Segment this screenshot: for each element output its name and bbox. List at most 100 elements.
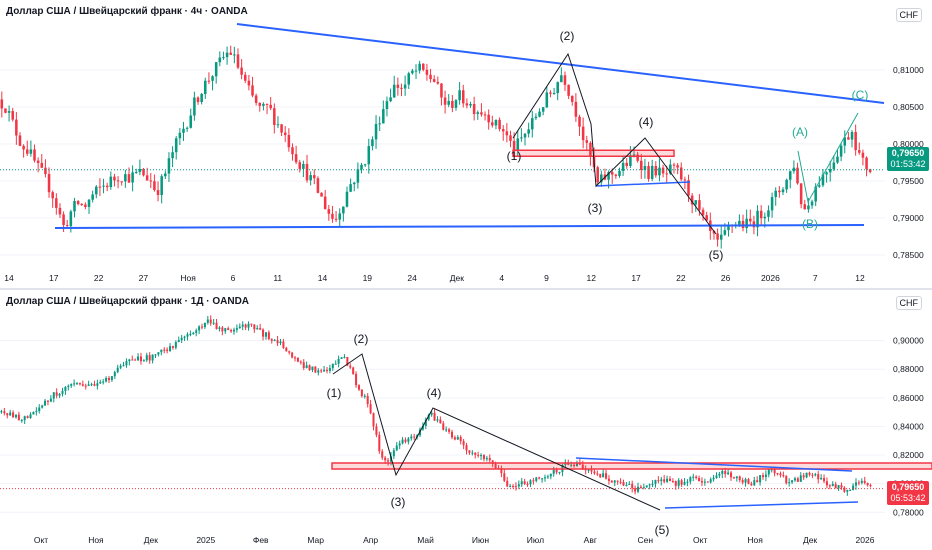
chart-4h-candle-body: [254, 95, 258, 103]
chart-4h-last-price: 0,79650: [891, 148, 925, 158]
chart-1d-candle-body: [671, 481, 674, 483]
chart-1d-candle-body: [439, 419, 442, 424]
chart-1d-candle-body: [323, 369, 326, 372]
chart-4h-x-tick-label: 14: [318, 273, 328, 283]
chart-1d-candle-body: [209, 319, 212, 324]
chart-1d-candle-body: [509, 486, 512, 488]
chart-1d-pane[interactable]: 0,900000,880000,860000,840000,820000,800…: [0, 290, 932, 550]
chart-4h-candle-body: [669, 164, 672, 174]
chart-1d-candle-body: [648, 484, 651, 486]
chart-4h-canvas[interactable]: 0,81000 0,80500 0,80000 0,79500 0,79000 0,785…: [0, 0, 932, 289]
chart-1d-candle-body: [680, 480, 683, 485]
chart-1d-candle-body: [846, 490, 849, 492]
chart-4h-candle-body: [11, 111, 14, 120]
chart-1d-candle-body: [262, 329, 265, 337]
chart-4h-candle-body: [102, 185, 105, 187]
chart-4h-candle-body: [127, 174, 131, 183]
chart-4h-candle-body: [204, 80, 207, 94]
chart-4h-candle-body: [403, 84, 407, 89]
chart-1d-candle-body: [314, 366, 317, 373]
chart-1d-candle-body: [596, 473, 599, 475]
chart-1d-candle-body: [244, 324, 247, 328]
chart-1d-candle-body: [631, 483, 634, 489]
chart-1d-candle-body: [860, 480, 863, 483]
chart-4h-candle-body: [229, 52, 232, 55]
chart-1d-candle-body: [378, 434, 381, 452]
chart-4h-candle-body: [273, 108, 276, 125]
chart-4h-candle-body: [356, 169, 360, 183]
chart-4h-lower-trendline: [54, 224, 865, 229]
pane-divider[interactable]: [0, 288, 932, 290]
chart-4h-y-tick-label: 0,80500: [893, 102, 924, 112]
chart-1d-candle-body: [863, 480, 866, 483]
chart-1d-candle-body: [552, 469, 555, 474]
chart-1d-candle-body: [349, 365, 352, 368]
chart-4h-candle-body: [389, 97, 392, 102]
chart-4h-candle-body: [865, 157, 868, 170]
chart-1d-candle-body: [628, 483, 631, 485]
chart-1d-candle-body: [581, 464, 584, 470]
chart-1d-candle-body: [573, 464, 576, 467]
chart-4h-candle-body: [465, 103, 469, 106]
chart-1d-candle-body: [177, 340, 180, 343]
chart-4h-currency[interactable]: CHF: [895, 8, 922, 22]
chart-1d-canvas[interactable]: 0,900000,880000,860000,840000,820000,800…: [0, 290, 932, 550]
chart-4h-candle-body: [538, 111, 541, 117]
chart-1d-candle-body: [267, 332, 270, 340]
chart-4h-candle-body: [821, 174, 825, 186]
chart-1d-wave-label: (5): [655, 523, 670, 537]
chart-1d-x-tick-label: Дек: [144, 535, 158, 545]
chart-1d-candle-body: [744, 479, 747, 483]
chart-4h-pane[interactable]: 0,81000 0,80500 0,80000 0,79500 0,79000 0,785…: [0, 0, 932, 289]
chart-1d-candle-body: [294, 357, 297, 359]
chart-1d-candle-body: [494, 463, 497, 469]
chart-4h-candle-body: [345, 191, 349, 207]
chart-1d-currency[interactable]: CHF: [895, 296, 922, 310]
chart-1d-wave-label: (4): [427, 386, 442, 400]
chart-1d-candle-body: [407, 438, 410, 442]
chart-1d-candle-body: [605, 473, 608, 479]
chart-4h-candle-body: [164, 173, 167, 177]
chart-1d-candle-body: [817, 474, 820, 480]
chart-1d-candle-body: [198, 326, 201, 331]
chart-4h-candle-body: [251, 85, 254, 96]
chart-1d-candle-body: [450, 431, 454, 438]
chart-1d-candle-body: [186, 334, 189, 337]
chart-4h-candle-body: [796, 167, 799, 184]
chart-4h-candle-body: [185, 127, 189, 129]
chart-1d-candle-body: [840, 485, 843, 488]
chart-4h-candle-body: [443, 97, 447, 105]
chart-4h-candle-body: [396, 84, 400, 88]
chart-1d-candle-body: [113, 372, 116, 377]
chart-4h-wave-label: (1): [507, 149, 522, 163]
chart-1d-candle-body: [523, 481, 526, 484]
chart-1d-candle-body: [741, 480, 744, 483]
chart-1d-x-tick-label: Сен: [637, 535, 653, 545]
chart-1d-candle-body: [616, 480, 619, 482]
chart-1d-y-tick-label: 0,90000: [893, 336, 924, 346]
chart-1d-candle-body: [767, 469, 770, 475]
chart-1d-candle-body: [14, 414, 18, 418]
chart-4h-candle-body: [472, 103, 476, 114]
chart-1d-candle-body: [270, 339, 273, 341]
chart-4h-candle-body: [269, 104, 272, 109]
chart-4h-candle-body: [142, 168, 145, 176]
chart-4h-candle-body: [850, 131, 854, 140]
chart-1d-x-tick-label: Май: [417, 535, 434, 545]
chart-4h-candle-body: [222, 57, 225, 59]
chart-1d-candle-body: [811, 474, 814, 476]
chart-4h-x-tick-label: 11: [273, 273, 282, 283]
chart-1d-candle-body: [273, 340, 276, 342]
chart-4h-correction-label: (C): [852, 88, 869, 102]
chart-1d-x-tick-label: Фев: [253, 535, 269, 545]
chart-1d-candle-body: [732, 477, 735, 479]
chart-4h-candle-body: [632, 154, 636, 156]
chart-1d-candle-body: [110, 376, 113, 381]
chart-1d-candle-body: [462, 441, 465, 446]
chart-1d-candle-body: [828, 485, 831, 487]
chart-1d-candle-body: [366, 395, 369, 405]
chart-4h-candle-body: [138, 168, 142, 173]
chart-1d-candle-body: [166, 349, 169, 351]
chart-4h-candle-body: [58, 207, 62, 215]
chart-1d-candle-body: [102, 381, 105, 383]
